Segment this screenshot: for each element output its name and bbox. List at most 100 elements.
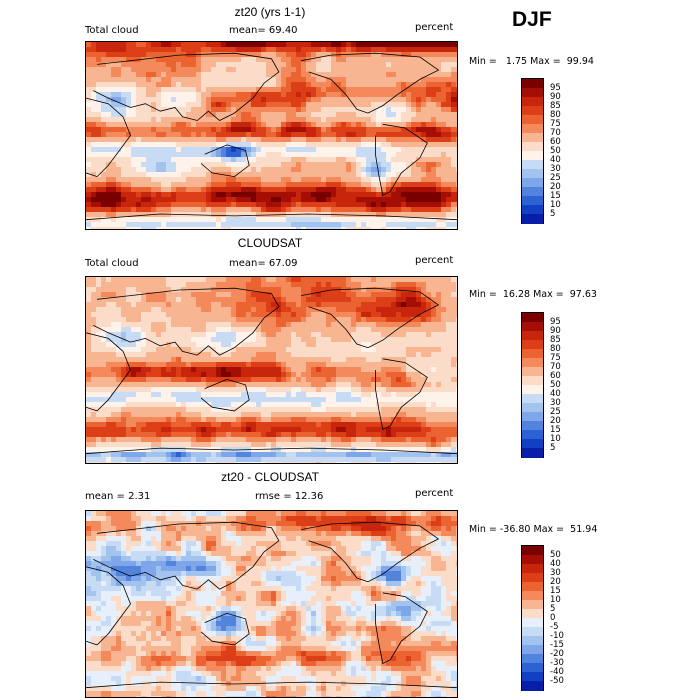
map-cell bbox=[231, 312, 237, 318]
map-cell bbox=[426, 347, 432, 353]
map-cell bbox=[341, 282, 347, 288]
map-cell bbox=[116, 337, 122, 343]
map-cell bbox=[141, 352, 147, 358]
map-cell bbox=[441, 167, 447, 173]
map-cell bbox=[256, 327, 262, 333]
map-cell bbox=[96, 312, 102, 318]
map-cell bbox=[341, 137, 347, 143]
map-cell bbox=[286, 42, 292, 48]
map-cell bbox=[286, 87, 292, 93]
map-cell bbox=[376, 102, 382, 108]
map-cell bbox=[381, 167, 387, 173]
map-cell bbox=[111, 97, 117, 103]
map-cell bbox=[271, 412, 277, 418]
map-cell bbox=[296, 407, 302, 413]
map-cell bbox=[106, 287, 112, 293]
map-cell bbox=[246, 402, 252, 408]
map-cell bbox=[276, 407, 282, 413]
map-cell bbox=[86, 72, 92, 78]
map-cell bbox=[201, 207, 207, 213]
map-cell bbox=[356, 337, 362, 343]
map-cell bbox=[261, 107, 267, 113]
map-cell bbox=[356, 362, 362, 368]
map-cell bbox=[286, 407, 292, 413]
map-cell bbox=[306, 142, 312, 148]
map-cell bbox=[206, 212, 212, 218]
map-cell bbox=[301, 352, 307, 358]
map-cell bbox=[296, 402, 302, 408]
map-cell bbox=[161, 182, 167, 188]
map-cell bbox=[196, 227, 202, 229]
min-max-readout: Min = 1.75 Max = 99.94 bbox=[469, 56, 594, 67]
map-cell bbox=[376, 362, 382, 368]
map-cell bbox=[116, 177, 122, 183]
map-cell bbox=[296, 362, 302, 368]
map-cell bbox=[151, 282, 157, 288]
map-cell bbox=[356, 217, 362, 223]
map-cell bbox=[336, 127, 342, 133]
map-cell bbox=[281, 402, 287, 408]
map-cell bbox=[406, 312, 412, 318]
map-cell bbox=[176, 122, 182, 128]
map-cell bbox=[201, 407, 207, 413]
map-cell bbox=[416, 202, 422, 208]
map-cell bbox=[356, 162, 362, 168]
map-cell bbox=[331, 57, 337, 63]
map-cell bbox=[106, 387, 112, 393]
map-cell bbox=[401, 327, 407, 333]
map-cell bbox=[126, 162, 132, 168]
colorbar-swatch bbox=[522, 151, 543, 161]
map-cell bbox=[386, 392, 392, 398]
map-cell bbox=[121, 367, 127, 373]
map-cell bbox=[306, 107, 312, 113]
map-cell bbox=[291, 337, 297, 343]
map-cell bbox=[291, 217, 297, 223]
map-cell bbox=[441, 117, 447, 123]
map-cell bbox=[156, 307, 162, 313]
map-cell bbox=[391, 367, 397, 373]
map-cell bbox=[391, 47, 397, 53]
map-cell bbox=[326, 332, 332, 338]
map-cell bbox=[156, 107, 162, 113]
map-cell bbox=[346, 402, 352, 408]
map-cell bbox=[166, 192, 172, 198]
map-cell bbox=[151, 332, 157, 338]
map-cell bbox=[136, 407, 142, 413]
map-cell bbox=[361, 377, 367, 383]
map-cell bbox=[96, 162, 102, 168]
map-cell bbox=[296, 287, 302, 293]
map-cell bbox=[166, 302, 172, 308]
map-cell bbox=[116, 307, 122, 313]
map-cell bbox=[301, 187, 307, 193]
map-cell bbox=[271, 327, 277, 333]
map-cell bbox=[276, 402, 282, 408]
map-cell bbox=[211, 297, 217, 303]
map-cell bbox=[141, 47, 147, 53]
map-cell bbox=[171, 282, 177, 288]
map-cell bbox=[231, 227, 237, 229]
map-cell bbox=[266, 122, 272, 128]
map-cell bbox=[181, 82, 187, 88]
map-cell bbox=[426, 287, 432, 293]
map-cell bbox=[131, 312, 137, 318]
map-cell bbox=[456, 72, 457, 78]
map-cell bbox=[151, 292, 157, 298]
map-cell bbox=[181, 72, 187, 78]
map-cell bbox=[101, 127, 107, 133]
map-cell bbox=[441, 337, 447, 343]
map-cell bbox=[351, 297, 357, 303]
map-cell bbox=[286, 167, 292, 173]
map-cell bbox=[106, 322, 112, 328]
map-cell bbox=[386, 402, 392, 408]
map-cell bbox=[146, 57, 152, 63]
map-cell bbox=[191, 67, 197, 73]
map-cell bbox=[436, 137, 442, 143]
map-cell bbox=[386, 57, 392, 63]
map-cell bbox=[451, 407, 457, 413]
map-cell bbox=[226, 217, 232, 223]
map-cell bbox=[86, 402, 92, 408]
map-cell bbox=[101, 342, 107, 348]
map-cell bbox=[371, 317, 377, 323]
map-cell bbox=[301, 72, 307, 78]
map-cell bbox=[186, 167, 192, 173]
